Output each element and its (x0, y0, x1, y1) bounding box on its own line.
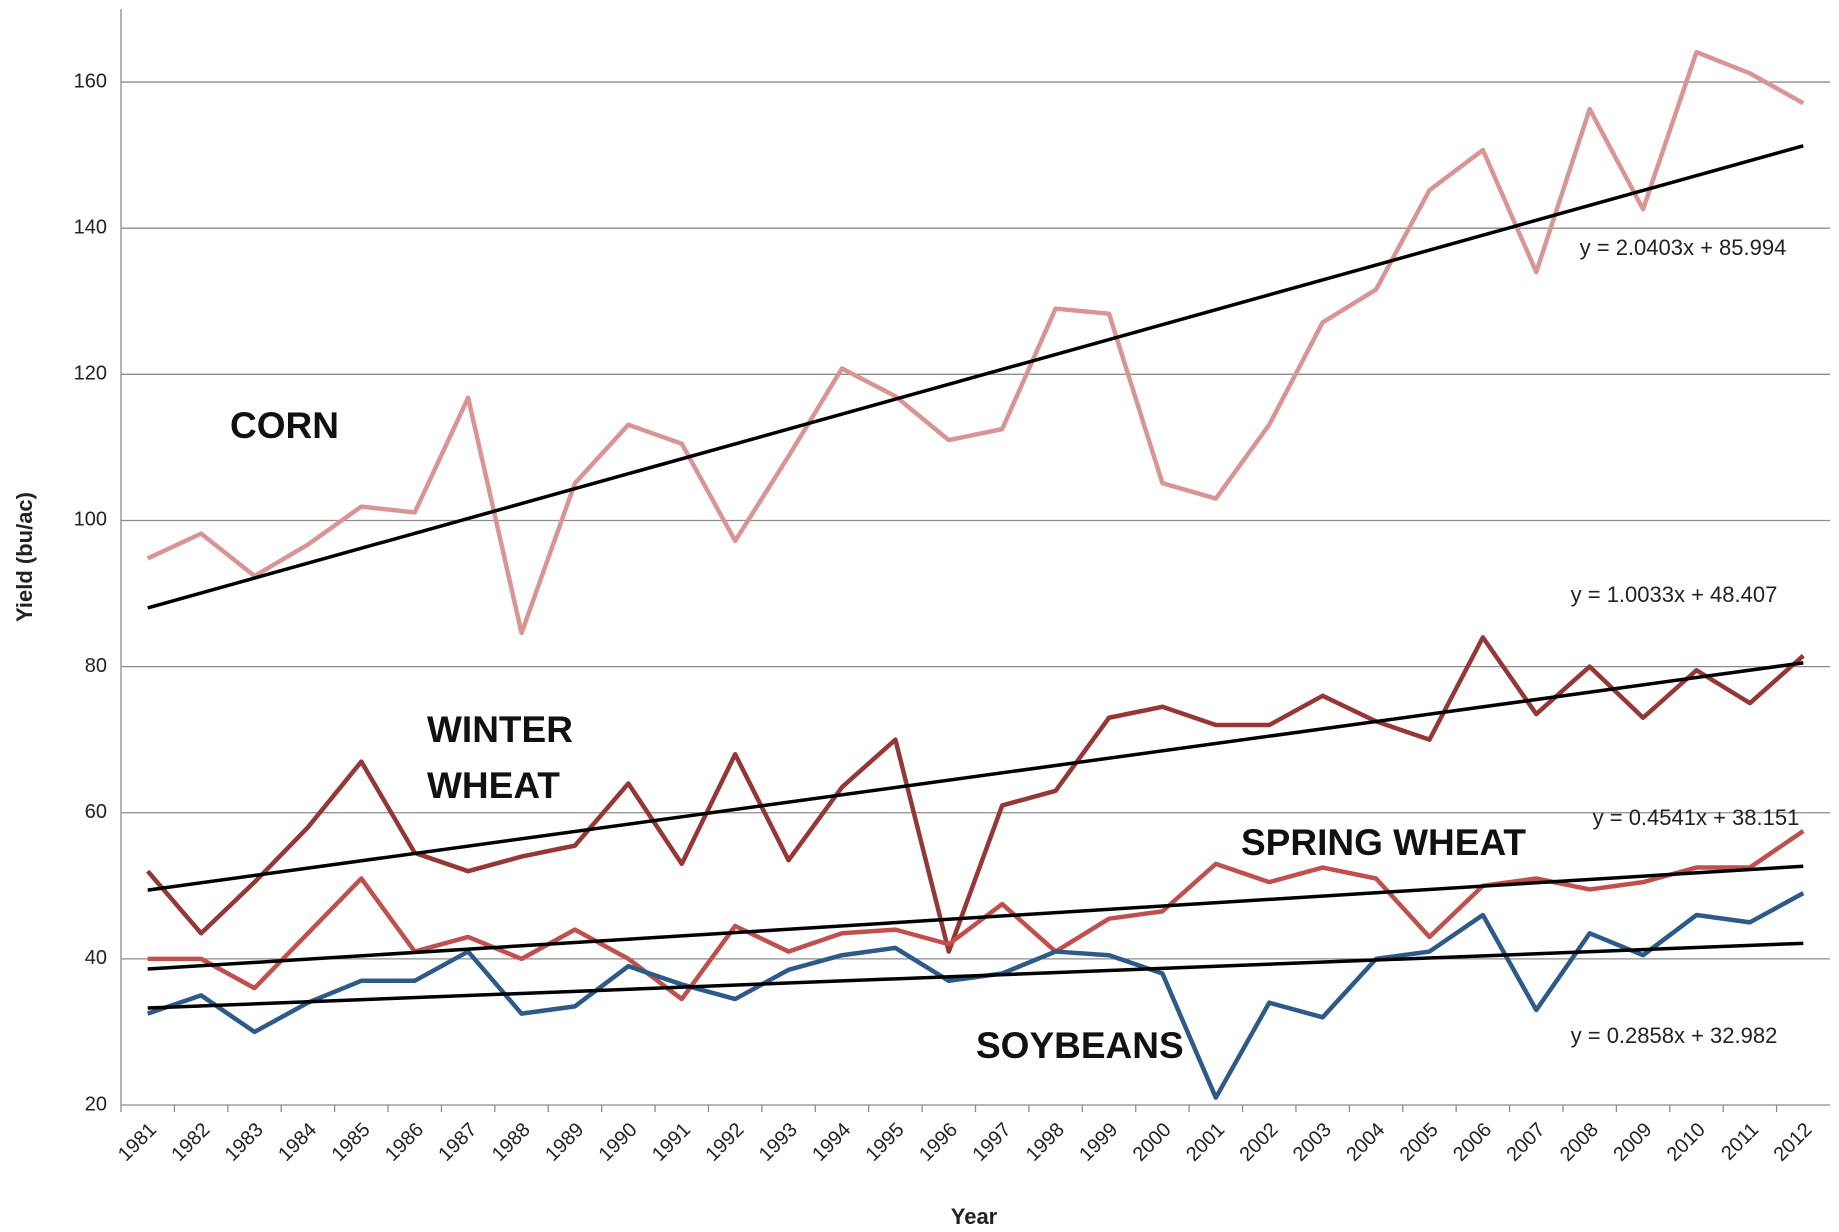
x-tick-label: 1989 (541, 1119, 588, 1166)
trendline-equation: y = 0.4541x + 38.151 (1593, 805, 1800, 830)
x-tick-label: 1985 (328, 1119, 375, 1166)
trendline (147, 864, 1804, 971)
y-tick-label: 40 (85, 947, 107, 969)
x-tick-label: 2001 (1182, 1119, 1229, 1166)
y-tick-label: 100 (74, 509, 107, 531)
trendline-equation: y = 2.0403x + 85.994 (1580, 235, 1787, 260)
x-tick-label: 2011 (1717, 1119, 1763, 1165)
x-tick-label: 2002 (1235, 1119, 1282, 1166)
x-tick-label: 1984 (274, 1119, 321, 1166)
y-tick-label: 60 (85, 801, 107, 823)
x-tick-label: 2003 (1289, 1119, 1336, 1166)
trendline-equation: y = 1.0033x + 48.407 (1571, 582, 1778, 607)
y-tick-label: 20 (85, 1093, 107, 1115)
series-line (145, 635, 1805, 954)
x-tick-label: 1993 (755, 1119, 802, 1166)
series-label: WINTER WHEAT (427, 709, 573, 806)
trendline (147, 941, 1804, 1010)
x-tick-label: 1997 (968, 1119, 1015, 1166)
x-tick-label: 2000 (1129, 1119, 1176, 1166)
y-tick-label: 80 (85, 655, 107, 677)
x-tick-label: 1991 (648, 1119, 695, 1166)
trendline (147, 144, 1804, 610)
x-tick-label: 1983 (221, 1119, 268, 1166)
series-label: SOYBEANS (976, 1025, 1184, 1066)
x-tick-label: 1999 (1075, 1119, 1122, 1166)
series-label: SPRING WHEAT (1241, 822, 1527, 863)
y-axis-title: Yield (bu/ac) (12, 492, 37, 622)
x-tick-label: 2009 (1609, 1119, 1656, 1166)
x-tick-label: 1992 (701, 1119, 748, 1166)
series-label: CORN (230, 405, 339, 446)
x-tick-label: 1982 (167, 1119, 214, 1166)
x-tick-label: 2006 (1449, 1119, 1496, 1166)
x-tick-label: 1986 (381, 1119, 428, 1166)
x-tick-label: 1998 (1022, 1119, 1069, 1166)
x-tick-label: 1988 (488, 1119, 535, 1166)
x-tick-label: 2012 (1770, 1119, 1817, 1166)
y-tick-label: 160 (74, 70, 107, 92)
x-axis-title: Year (951, 1204, 998, 1229)
x-tick-label: 1990 (595, 1119, 642, 1166)
x-tick-label: 2010 (1663, 1119, 1710, 1166)
y-tick-label: 120 (74, 363, 107, 385)
x-tick-label: 1996 (915, 1119, 962, 1166)
x-tick-label: 1987 (434, 1119, 481, 1166)
x-tick-label: 1994 (808, 1119, 855, 1166)
x-tick-label: 1995 (862, 1119, 909, 1166)
x-tick-label: 2005 (1396, 1119, 1443, 1166)
y-tick-label: 140 (74, 216, 107, 238)
series-line (146, 49, 1805, 636)
x-tick-label: 2007 (1503, 1119, 1550, 1166)
x-tick-label: 1981 (114, 1119, 161, 1166)
x-tick-label: 2004 (1342, 1119, 1389, 1166)
trendline (147, 661, 1804, 892)
series-line (147, 829, 1805, 1002)
trendline-equation: y = 0.2858x + 32.982 (1571, 1023, 1778, 1048)
x-tick-label: 2008 (1556, 1119, 1603, 1166)
